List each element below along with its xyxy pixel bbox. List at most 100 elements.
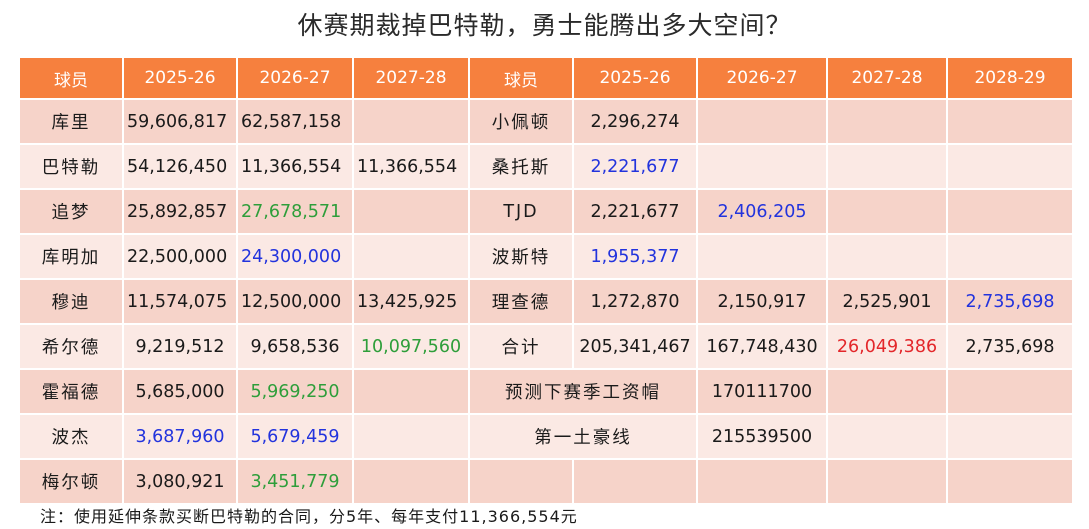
salary-cell: 2,296,274 — [572, 98, 698, 145]
total-label: 合计 — [468, 323, 574, 370]
salary-cell: 3,451,779 — [236, 458, 354, 505]
cap-forecast-value: 170111700 — [696, 368, 828, 415]
salary-cell: 5,685,000 — [122, 368, 238, 415]
empty-cell — [826, 368, 948, 415]
table-row: 穆迪 11,574,075 12,500,000 13,425,925 理查德 … — [18, 278, 1074, 325]
empty-cell — [826, 413, 948, 460]
table-row: 库明加 22,500,000 24,300,000 波斯特 1,955,377 — [18, 233, 1074, 280]
salary-cell: 3,080,921 — [122, 458, 238, 505]
table-row: 梅尔顿 3,080,921 3,451,779 — [18, 458, 1074, 505]
salary-cell: 2,221,677 — [572, 143, 698, 190]
salary-cell — [826, 188, 948, 235]
salary-table: 球员 2025-26 2026-27 2027-28 球员 2025-26 20… — [18, 56, 1074, 505]
salary-cell: 27,678,571 — [236, 188, 354, 235]
header-cell: 2025-26 — [572, 56, 698, 100]
total-cell: 205,341,467 — [572, 323, 698, 370]
salary-cell — [826, 98, 948, 145]
salary-cell: 12,500,000 — [236, 278, 354, 325]
salary-cell — [352, 98, 470, 145]
player-name: 穆迪 — [18, 278, 124, 325]
salary-cell — [826, 233, 948, 280]
salary-cell: 2,735,698 — [946, 278, 1074, 325]
salary-cell: 11,574,075 — [122, 278, 238, 325]
table-row: 霍福德 5,685,000 5,969,250 预测下赛季工资帽 1701117… — [18, 368, 1074, 415]
salary-cell: 11,366,554 — [352, 143, 470, 190]
player-name: 霍福德 — [18, 368, 124, 415]
apron-label: 第一土豪线 — [468, 413, 698, 460]
header-cell: 球员 — [18, 56, 124, 100]
table-header-row: 球员 2025-26 2026-27 2027-28 球员 2025-26 20… — [18, 56, 1074, 100]
salary-cell — [946, 98, 1074, 145]
player-name: 桑托斯 — [468, 143, 574, 190]
empty-cell — [696, 458, 828, 505]
header-cell: 2026-27 — [696, 56, 828, 100]
header-cell: 2028-29 — [946, 56, 1074, 100]
salary-cell — [946, 233, 1074, 280]
salary-cell — [696, 98, 828, 145]
salary-cell — [696, 143, 828, 190]
salary-cell — [826, 143, 948, 190]
salary-cell: 1,272,870 — [572, 278, 698, 325]
header-cell: 球员 — [468, 56, 574, 100]
table-row: 波杰 3,687,960 5,679,459 第一土豪线 215539500 — [18, 413, 1074, 460]
header-cell: 2027-28 — [352, 56, 470, 100]
header-cell: 2025-26 — [122, 56, 238, 100]
total-cell: 2,735,698 — [946, 323, 1074, 370]
salary-cell: 11,366,554 — [236, 143, 354, 190]
salary-cell: 5,679,459 — [236, 413, 354, 460]
salary-cell — [352, 188, 470, 235]
player-name: 追梦 — [18, 188, 124, 235]
player-name: 波斯特 — [468, 233, 574, 280]
empty-cell — [572, 458, 698, 505]
salary-cell: 13,425,925 — [352, 278, 470, 325]
salary-cell: 10,097,560 — [352, 323, 470, 370]
player-name: 库里 — [18, 98, 124, 145]
salary-cell — [696, 233, 828, 280]
salary-cell: 1,955,377 — [572, 233, 698, 280]
player-name: 库明加 — [18, 233, 124, 280]
salary-cell: 9,219,512 — [122, 323, 238, 370]
salary-cell: 2,221,677 — [572, 188, 698, 235]
salary-cell: 22,500,000 — [122, 233, 238, 280]
salary-cell — [352, 233, 470, 280]
apron-value: 215539500 — [696, 413, 828, 460]
empty-cell — [468, 458, 574, 505]
table-row: 追梦 25,892,857 27,678,571 TJD 2,221,677 2… — [18, 188, 1074, 235]
player-name: 希尔德 — [18, 323, 124, 370]
player-name: TJD — [468, 188, 574, 235]
salary-cell: 59,606,817 — [122, 98, 238, 145]
empty-cell — [946, 458, 1074, 505]
cap-forecast-label: 预测下赛季工资帽 — [468, 368, 698, 415]
salary-cell — [352, 458, 470, 505]
salary-cell — [946, 188, 1074, 235]
page-title: 休赛期裁掉巴特勒，勇士能腾出多大空间？ — [297, 11, 792, 40]
salary-cell: 9,658,536 — [236, 323, 354, 370]
salary-cell: 24,300,000 — [236, 233, 354, 280]
salary-cell: 25,892,857 — [122, 188, 238, 235]
player-name: 理查德 — [468, 278, 574, 325]
total-cell: 167,748,430 — [696, 323, 828, 370]
salary-cell: 2,150,917 — [696, 278, 828, 325]
salary-cell: 2,406,205 — [696, 188, 828, 235]
header-cell: 2027-28 — [826, 56, 948, 100]
salary-cell — [352, 413, 470, 460]
table-row: 希尔德 9,219,512 9,658,536 10,097,560 合计 20… — [18, 323, 1074, 370]
empty-cell — [946, 413, 1074, 460]
empty-cell — [826, 458, 948, 505]
player-name: 梅尔顿 — [18, 458, 124, 505]
footnote: 注：使用延伸条款买断巴特勒的合同，分5年、每年支付11,366,554元 — [40, 507, 578, 526]
salary-cell: 2,525,901 — [826, 278, 948, 325]
salary-cell: 3,687,960 — [122, 413, 238, 460]
player-name: 小佩顿 — [468, 98, 574, 145]
table-row: 巴特勒 54,126,450 11,366,554 11,366,554 桑托斯… — [18, 143, 1074, 190]
salary-cell: 62,587,158 — [236, 98, 354, 145]
player-name: 巴特勒 — [18, 143, 124, 190]
salary-cell: 5,969,250 — [236, 368, 354, 415]
header-cell: 2026-27 — [236, 56, 354, 100]
salary-cell — [946, 143, 1074, 190]
empty-cell — [946, 368, 1074, 415]
player-name: 波杰 — [18, 413, 124, 460]
table-row: 库里 59,606,817 62,587,158 小佩顿 2,296,274 — [18, 98, 1074, 145]
salary-cell: 54,126,450 — [122, 143, 238, 190]
total-cell: 26,049,386 — [826, 323, 948, 370]
